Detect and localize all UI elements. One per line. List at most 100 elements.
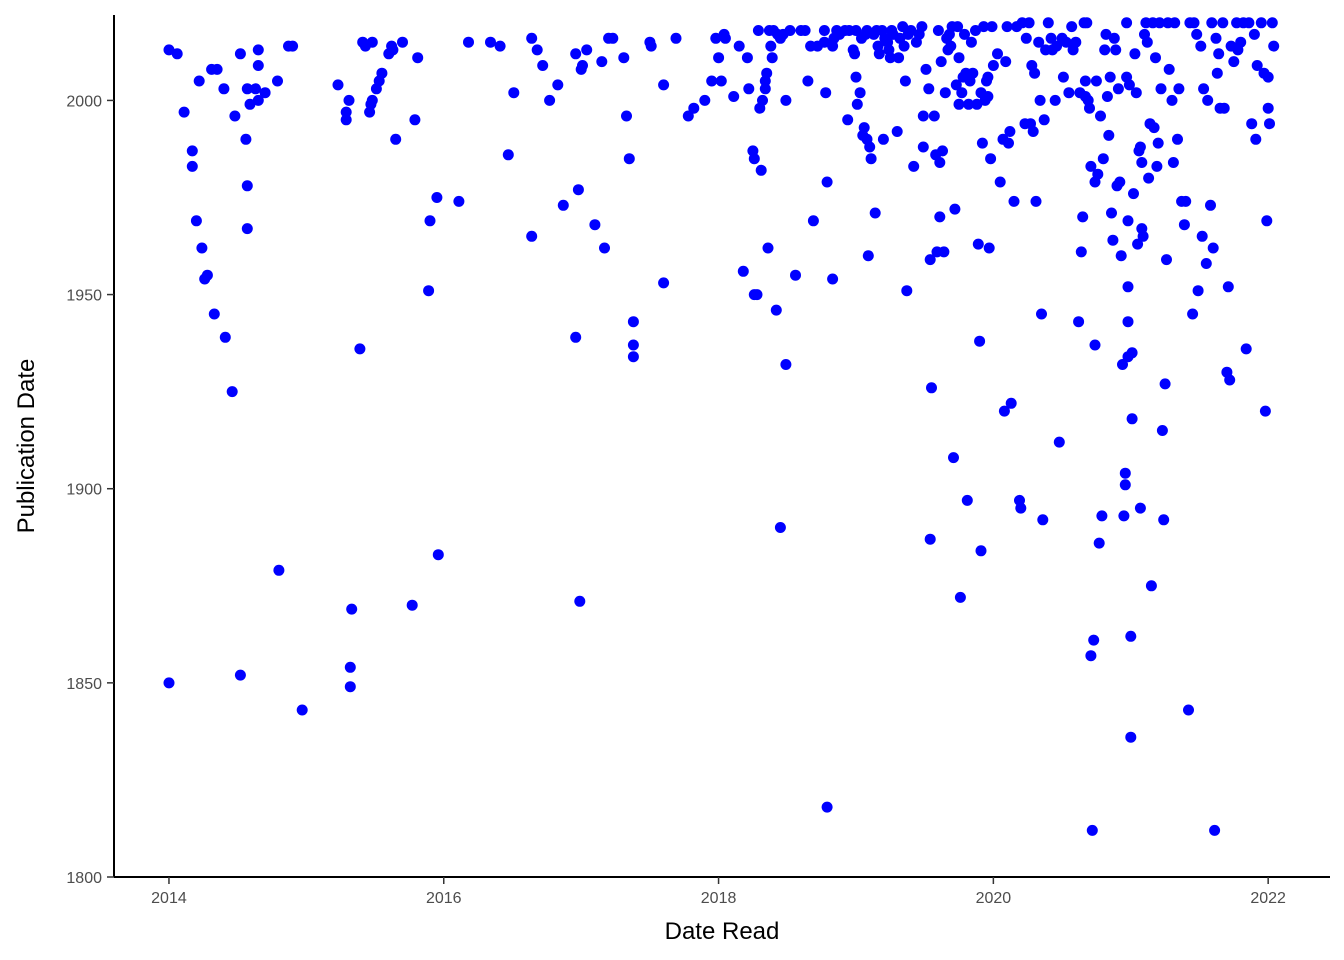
data-point (978, 21, 990, 33)
data-point (390, 133, 402, 145)
data-point (934, 211, 946, 223)
data-point (1051, 40, 1063, 52)
data-point (741, 52, 753, 64)
data-point (971, 98, 983, 110)
data-point (952, 21, 964, 33)
data-point (917, 141, 929, 153)
data-point (623, 153, 635, 165)
data-point (1200, 258, 1212, 269)
data-point (898, 40, 910, 52)
data-point (1141, 36, 1153, 48)
data-point (682, 110, 694, 122)
y-axis-title: Publication Date (13, 359, 40, 534)
data-point (1128, 188, 1139, 200)
data-point (1246, 118, 1258, 130)
data-point (762, 242, 774, 254)
data-point (982, 71, 994, 83)
data-point (1003, 137, 1014, 149)
data-point (1155, 83, 1167, 95)
data-point (572, 184, 584, 196)
data-point (1122, 281, 1134, 293)
data-point (1117, 359, 1128, 370)
data-point (431, 192, 443, 203)
data-point (526, 230, 538, 242)
data-point (799, 25, 811, 36)
data-point (1107, 234, 1119, 246)
data-point (818, 25, 830, 36)
data-point (1195, 40, 1207, 52)
data-point (1150, 52, 1161, 64)
data-point (201, 269, 213, 281)
data-point (1173, 83, 1185, 95)
data-point (1235, 36, 1247, 48)
data-point (627, 316, 639, 328)
data-point (344, 681, 356, 693)
data-point (1108, 32, 1120, 44)
data-point (926, 382, 937, 394)
data-point (923, 83, 935, 95)
data-point (1143, 172, 1155, 184)
data-point (574, 595, 586, 607)
data-point (453, 195, 465, 207)
data-point (544, 94, 556, 106)
data-point (1060, 36, 1072, 48)
data-point (998, 405, 1010, 417)
data-point (950, 79, 962, 91)
data-point (1205, 199, 1216, 211)
data-point (937, 145, 948, 157)
data-point (1095, 110, 1106, 122)
x-axis-title: Date Read (665, 918, 780, 945)
data-point (557, 199, 569, 211)
data-point (719, 32, 731, 44)
data-point (1092, 168, 1104, 180)
data-point (699, 94, 711, 106)
data-point (1112, 83, 1124, 95)
data-point (932, 25, 944, 36)
data-point (954, 591, 966, 603)
x-tick-label: 2018 (701, 890, 737, 907)
data-point (924, 254, 936, 266)
data-point (1103, 129, 1115, 141)
data-point (1129, 48, 1141, 60)
data-point (552, 79, 564, 91)
data-point (219, 331, 231, 343)
data-point (766, 52, 778, 64)
data-point (770, 304, 782, 316)
data-point (485, 36, 496, 48)
data-point (1259, 405, 1271, 417)
data-point (869, 207, 881, 219)
data-point (1224, 374, 1236, 386)
data-point (1075, 246, 1087, 258)
data-point (607, 32, 619, 44)
data-point (956, 87, 968, 99)
data-point (658, 79, 670, 91)
data-point (1119, 467, 1131, 479)
data-point (862, 250, 874, 262)
data-point (241, 180, 253, 192)
data-point (1130, 87, 1142, 99)
data-point (1178, 219, 1190, 231)
data-point (234, 669, 246, 681)
data-point (387, 44, 399, 56)
y-tick-label: 1800 (66, 870, 102, 887)
data-point (1042, 17, 1054, 29)
data-point (1000, 56, 1012, 68)
data-point (891, 126, 903, 137)
data-point (784, 25, 796, 36)
data-point (820, 87, 832, 99)
data-point (1209, 824, 1221, 836)
data-point (1110, 44, 1122, 56)
data-point (1191, 28, 1203, 40)
data-point (849, 48, 861, 60)
data-point (953, 98, 965, 110)
data-point (1084, 102, 1095, 114)
data-point (1045, 32, 1057, 44)
data-point (1248, 28, 1260, 40)
data-point (537, 60, 549, 71)
data-point (273, 564, 285, 576)
data-point (713, 52, 725, 64)
data-point (178, 106, 190, 118)
data-point (494, 40, 506, 52)
data-point (1158, 514, 1170, 526)
data-point (1115, 250, 1127, 262)
